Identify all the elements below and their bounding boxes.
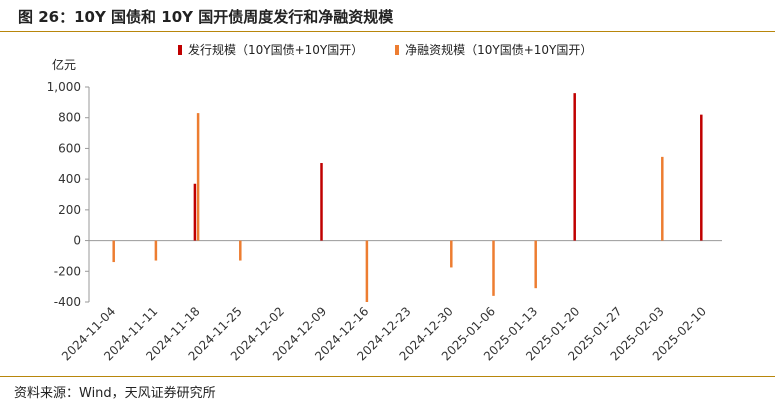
source-note: 资料来源：Wind，天风证券研究所 [14, 386, 216, 401]
bar-net-financing-2025-02-03 [661, 156, 664, 241]
legend-label-issuance: 发行规模（10Y国债+10Y国开） [188, 43, 364, 57]
bar-net-financing-2024-11-04 [112, 240, 115, 263]
bar-issuance-2025-02-10 [700, 114, 703, 241]
title-bar: 图 26：10Y 国债和 10Y 国开债周度发行和净融资规模 [0, 0, 775, 30]
legend-swatch-net-financing [395, 45, 400, 55]
title-divider [0, 31, 775, 32]
bar-net-financing-2025-01-06 [492, 240, 495, 296]
y-tick-label: -200 [54, 264, 81, 278]
source-divider [0, 376, 775, 377]
bar-chart: -400-20002004006008001,0002024-11-042024… [47, 80, 722, 363]
legend-swatch-issuance [178, 45, 182, 55]
bar-net-financing-2024-12-30 [450, 240, 453, 268]
legend-label-net-financing: 净融资规模（10Y国债+10Y国开） [405, 43, 593, 57]
bar-issuance-2024-11-18 [193, 183, 197, 241]
bar-net-financing-2024-12-16 [365, 240, 369, 302]
y-tick-label: -400 [54, 295, 81, 309]
legend-item-issuance: 发行规模（10Y国债+10Y国开） [178, 41, 363, 58]
y-tick-label: 800 [58, 111, 81, 125]
chart-title: 图 26：10Y 国债和 10Y 国开债周度发行和净融资规模 [18, 8, 394, 26]
chart-legend: 发行规模（10Y国债+10Y国开） 净融资规模（10Y国债+10Y国开） [178, 41, 620, 58]
y-tick-label: 1,000 [47, 80, 81, 94]
legend-item-net-financing: 净融资规模（10Y国债+10Y国开） [395, 41, 592, 58]
bar-issuance-2024-12-09 [320, 163, 323, 241]
bar-net-financing-2024-11-18 [196, 113, 200, 241]
y-tick-label: 400 [58, 172, 81, 186]
bar-net-financing-2024-11-25 [239, 240, 242, 261]
bar-issuance-2025-01-20 [573, 93, 576, 241]
y-tick-label: 0 [73, 234, 81, 248]
y-tick-label: 600 [58, 141, 81, 155]
bar-net-financing-2025-01-13 [534, 240, 537, 289]
y-axis-unit: 亿元 [52, 58, 77, 72]
bar-net-financing-2024-11-11 [154, 240, 158, 261]
y-tick-label: 200 [58, 203, 81, 217]
